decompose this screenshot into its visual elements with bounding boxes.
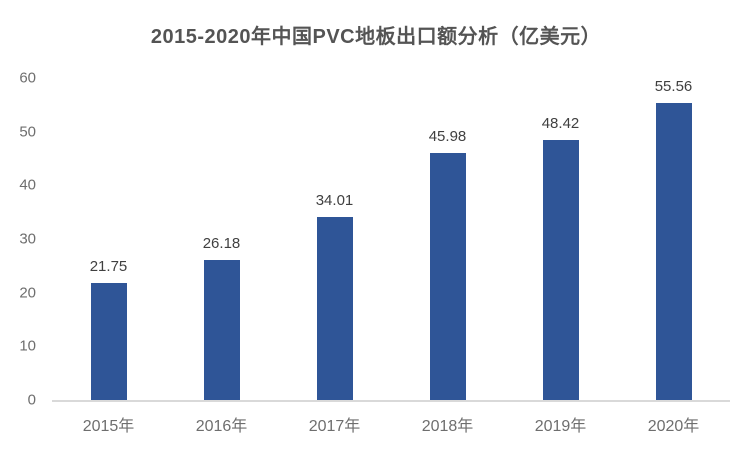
y-tick-label: 50	[19, 123, 36, 141]
x-tick-label: 2020年	[647, 418, 700, 435]
bar-value-label: 34.01	[315, 192, 354, 210]
plot-area: 21.75 26.18 34.01 45.98 48.42 55.56	[52, 78, 730, 402]
bar-column: 48.42	[504, 78, 617, 400]
y-tick-label: 0	[27, 391, 36, 409]
bar	[90, 283, 127, 400]
x-tick-label: 2017年	[308, 418, 361, 435]
bar	[429, 153, 466, 400]
y-tick-label: 10	[19, 337, 36, 355]
x-axis: 2015年 2016年 2017年 2018年 2019年 2020年	[52, 412, 730, 436]
bar-column: 34.01	[278, 78, 391, 400]
bar-value-label: 48.42	[541, 115, 580, 133]
bars-row: 21.75 26.18 34.01 45.98 48.42 55.56	[52, 78, 730, 400]
x-tick-label: 2016年	[195, 418, 248, 435]
bar-value-label: 45.98	[428, 128, 467, 146]
y-axis: 0 10 20 30 40 50 60	[0, 70, 44, 409]
bar	[316, 217, 353, 400]
bar-value-label: 21.75	[89, 258, 128, 276]
bar-column: 26.18	[165, 78, 278, 400]
bar-value-label: 55.56	[654, 78, 693, 95]
y-tick-label: 40	[19, 176, 36, 194]
bar	[542, 140, 579, 400]
x-tick-label: 2018年	[421, 418, 474, 435]
chart-title: 2015-2020年中国PVC地板出口额分析（亿美元）	[150, 26, 602, 48]
bar-column: 55.56	[617, 78, 730, 400]
bar-column: 21.75	[52, 78, 165, 400]
bar	[203, 259, 240, 400]
bar-column: 45.98	[391, 78, 504, 400]
y-tick-label: 30	[19, 230, 36, 248]
bar	[655, 103, 692, 400]
y-tick-label: 20	[19, 284, 36, 302]
y-tick-label: 60	[19, 69, 36, 87]
x-tick-label: 2015年	[82, 418, 135, 435]
x-tick-label: 2019年	[534, 418, 587, 435]
bar-value-label: 26.18	[202, 234, 241, 252]
